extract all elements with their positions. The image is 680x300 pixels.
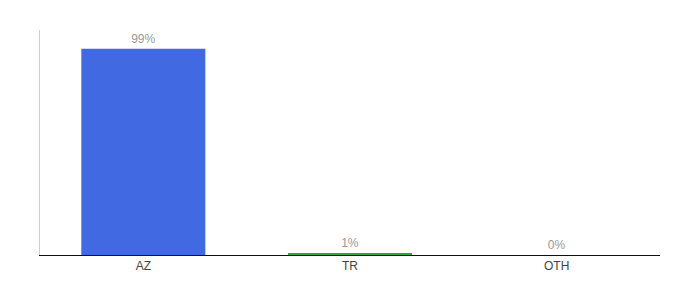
svg-text:TR: TR (342, 259, 358, 273)
svg-text:1%: 1% (341, 236, 359, 250)
svg-text:99%: 99% (131, 32, 155, 46)
svg-text:0%: 0% (548, 238, 566, 252)
svg-text:OTH: OTH (544, 259, 569, 273)
svg-text:AZ: AZ (136, 259, 151, 273)
